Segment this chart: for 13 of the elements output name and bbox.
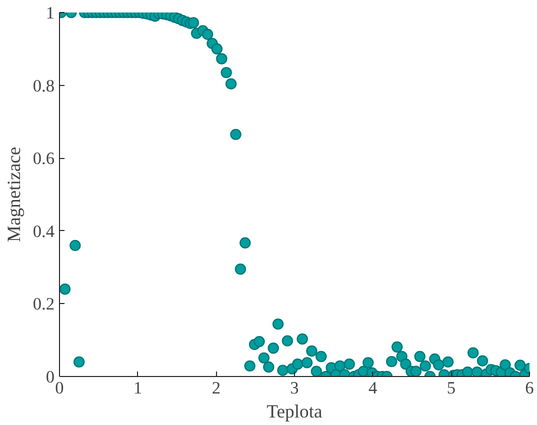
y-axis-title: Magnetizace (4, 146, 25, 242)
y-tick-label: 1 (46, 4, 55, 22)
x-tick-label: 1 (134, 378, 142, 398)
y-tick-label: 0.4 (32, 222, 55, 241)
x-axis-title: Teplota (266, 402, 324, 422)
x-tick-label: 2 (212, 378, 221, 398)
y-tick-label: 0.6 (32, 149, 55, 168)
x-tick-label: 4 (368, 378, 378, 398)
x-tick-label: 6 (525, 378, 534, 398)
y-tick-label: 0.8 (32, 76, 55, 96)
x-tick-label: 5 (446, 378, 456, 398)
y-tick-label: 0.2 (32, 294, 55, 314)
x-tick-label: 3 (290, 378, 299, 398)
